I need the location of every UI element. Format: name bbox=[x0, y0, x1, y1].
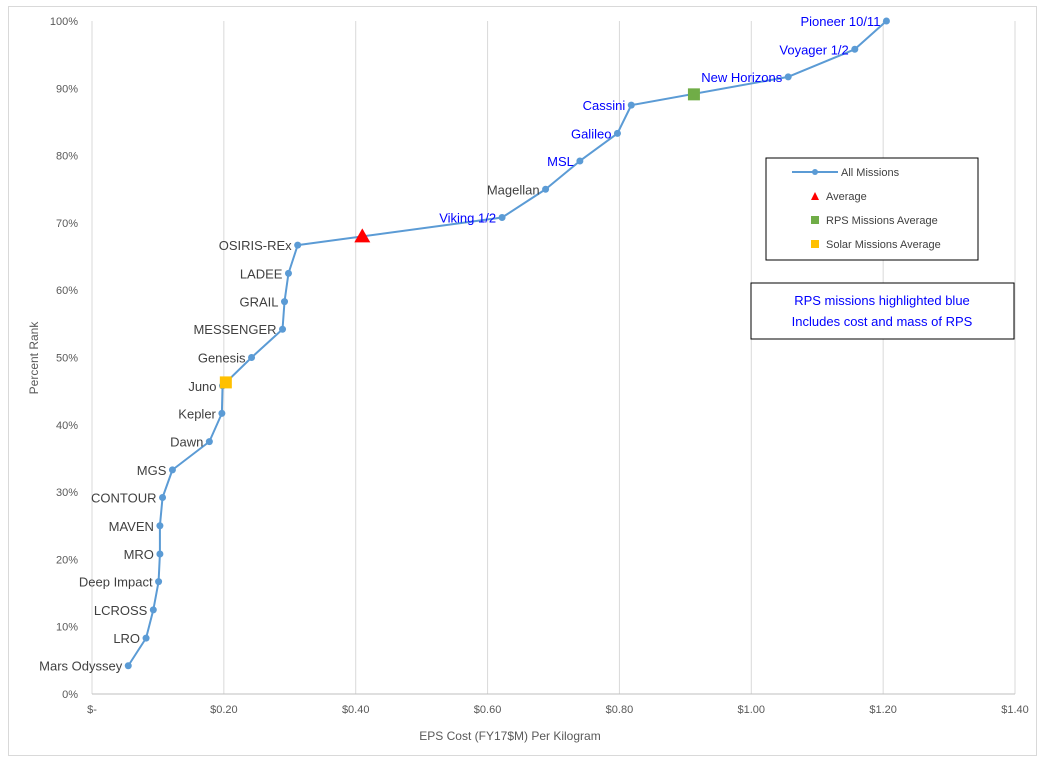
y-tick-label: 30% bbox=[56, 487, 78, 499]
label-dawn: Dawn bbox=[170, 435, 203, 450]
point-mars-odyssey bbox=[124, 662, 132, 670]
label-galileo: Galileo bbox=[571, 126, 611, 141]
series-line-all-missions bbox=[127, 20, 888, 667]
label-lro: LRO bbox=[113, 631, 140, 646]
legend-entry-average: Average bbox=[826, 191, 867, 203]
legend: All Missions Average RPS Missions Averag… bbox=[765, 157, 979, 261]
label-cassini: Cassini bbox=[583, 98, 626, 113]
label-voyager-1-2: Voyager 1/2 bbox=[779, 42, 848, 57]
chart-frame bbox=[8, 6, 1037, 756]
y-axis-title: Percent Rank bbox=[27, 321, 41, 395]
legend-triangle-icon bbox=[811, 192, 819, 200]
x-tick-label: $1.40 bbox=[1001, 704, 1029, 716]
x-tick-label: $0.20 bbox=[210, 704, 238, 716]
point-contour bbox=[159, 493, 167, 501]
label-genesis: Genesis bbox=[198, 351, 246, 366]
marker-average bbox=[354, 228, 371, 243]
x-tick-label: $0.60 bbox=[474, 704, 502, 716]
legend-yellow-square-icon bbox=[811, 240, 819, 248]
x-tick-label: $1.20 bbox=[869, 704, 897, 716]
label-maven: MAVEN bbox=[109, 519, 154, 534]
point-deep-impact bbox=[155, 578, 163, 586]
point-msl bbox=[576, 157, 584, 165]
point-kepler bbox=[218, 409, 226, 417]
label-juno: Juno bbox=[188, 379, 216, 394]
label-lcross: LCROSS bbox=[94, 603, 148, 618]
label-osiris-rex: OSIRIS-REx bbox=[219, 238, 292, 253]
label-kepler: Kepler bbox=[178, 406, 216, 421]
point-messenger bbox=[279, 325, 287, 333]
legend-entry-solar-average: Solar Missions Average bbox=[826, 239, 941, 251]
point-dawn bbox=[205, 438, 213, 446]
label-mgs: MGS bbox=[137, 463, 167, 478]
label-grail: GRAIL bbox=[239, 295, 278, 310]
point-pioneer-10-11 bbox=[882, 17, 890, 25]
legend-entry-rps-average: RPS Missions Average bbox=[826, 215, 938, 227]
point-magellan bbox=[542, 185, 550, 193]
point-osiris-rex bbox=[294, 241, 302, 249]
label-magellan: Magellan bbox=[487, 182, 540, 197]
marker-solar-missions-average bbox=[219, 376, 232, 389]
label-msl: MSL bbox=[547, 154, 574, 169]
y-tick-label: 40% bbox=[56, 420, 78, 432]
x-tick-label: $- bbox=[87, 704, 97, 716]
point-voyager-1-2 bbox=[851, 45, 859, 53]
y-tick-label: 20% bbox=[56, 554, 78, 566]
point-ladee bbox=[284, 269, 292, 277]
series-all-missions bbox=[124, 17, 890, 670]
tick-labels: $- $0.20 $0.40 $0.60 $0.80 $1.00 $1.20 $1.40 0% 1… bbox=[50, 16, 1029, 716]
y-tick-label: 70% bbox=[56, 218, 78, 230]
label-deep-impact: Deep Impact bbox=[79, 575, 153, 590]
y-tick-label: 0% bbox=[62, 689, 78, 701]
note-line-2: Includes cost and mass of RPS bbox=[792, 314, 973, 329]
y-tick-label: 90% bbox=[56, 83, 78, 95]
legend-entry-all-missions: All Missions bbox=[841, 167, 900, 179]
point-cassini bbox=[627, 101, 635, 109]
point-lro bbox=[142, 634, 150, 642]
legend-dot-icon bbox=[812, 169, 818, 175]
label-ladee: LADEE bbox=[240, 266, 283, 281]
y-tick-label: 10% bbox=[56, 622, 78, 634]
mission-labels: Mars Odyssey LRO LCROSS Deep Impact MRO MAVEN… bbox=[39, 14, 880, 674]
point-galileo bbox=[613, 129, 621, 137]
note-box: RPS missions highlighted blue Includes c… bbox=[750, 282, 1015, 340]
point-lcross bbox=[149, 606, 157, 614]
average-markers bbox=[219, 88, 700, 389]
label-mars-odyssey: Mars Odyssey bbox=[39, 659, 123, 674]
x-axis-title: EPS Cost (FY17$M) Per Kilogram bbox=[419, 729, 600, 743]
point-grail bbox=[281, 298, 289, 306]
note-border bbox=[750, 282, 1015, 340]
legend-box bbox=[765, 157, 979, 261]
point-mgs bbox=[168, 466, 176, 474]
label-mro: MRO bbox=[124, 547, 154, 562]
label-contour: CONTOUR bbox=[91, 490, 156, 505]
y-tick-label: 60% bbox=[56, 285, 78, 297]
point-genesis bbox=[248, 354, 256, 361]
label-pioneer-10-11: Pioneer 10/11 bbox=[800, 14, 880, 29]
label-new-horizons: New Horizons bbox=[701, 70, 782, 85]
point-new-horizons bbox=[784, 73, 792, 81]
legend-green-square-icon bbox=[811, 216, 819, 224]
x-tick-label: $0.40 bbox=[342, 704, 370, 716]
note-line-1: RPS missions highlighted blue bbox=[794, 293, 970, 308]
x-tick-label: $1.00 bbox=[738, 704, 766, 716]
point-maven bbox=[156, 522, 164, 530]
y-tick-label: 100% bbox=[50, 16, 78, 28]
label-viking-1-2: Viking 1/2 bbox=[439, 211, 496, 226]
marker-rps-missions-average bbox=[687, 88, 700, 101]
point-viking-1-2 bbox=[498, 214, 506, 222]
x-tick-label: $0.80 bbox=[606, 704, 634, 716]
y-tick-label: 50% bbox=[56, 353, 78, 365]
y-tick-label: 80% bbox=[56, 151, 78, 163]
label-messenger: MESSENGER bbox=[193, 322, 276, 337]
point-mro bbox=[156, 550, 164, 558]
